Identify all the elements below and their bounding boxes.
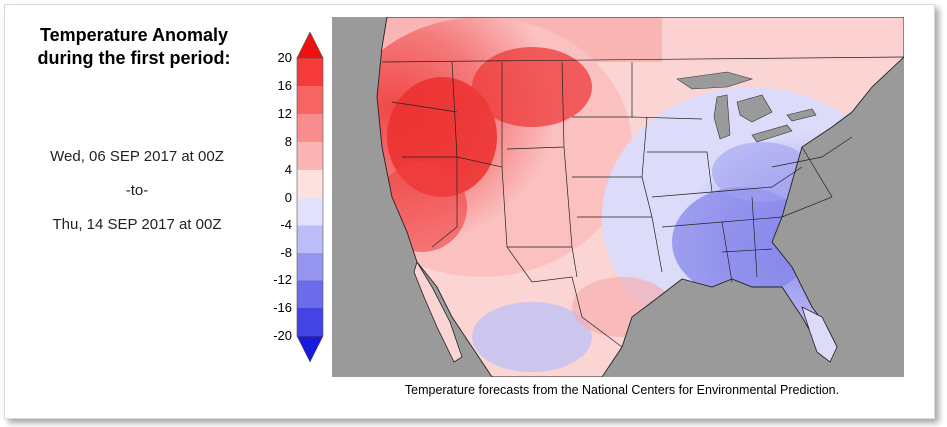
tick-label-neg20: -20 [273, 328, 292, 343]
start-date: Wed, 06 SEP 2017 at 00Z [50, 148, 224, 165]
date-separator: -to- [125, 182, 149, 199]
map-svg [332, 17, 904, 377]
colorbar-bin-neg8-neg4 [297, 225, 323, 253]
period-dates: Wed, 06 SEP 2017 at 00Z -to- Thu, 14 SEP… [14, 140, 260, 242]
colorbar-bin-neg12-neg8 [297, 253, 323, 281]
colorbar-bin-16-20 [297, 58, 323, 86]
title-line-1: Temperature Anomaly [39, 25, 229, 45]
colorbar-bin-neg4-0 [297, 198, 323, 226]
tick-label-12: 12 [277, 106, 292, 121]
florida-peninsula [801, 306, 838, 363]
tick-label-0: 0 [284, 190, 292, 205]
tick-label-neg16: -16 [273, 300, 292, 315]
cool-anomaly-mexico [472, 302, 592, 372]
tick-label-20: 20 [277, 50, 292, 65]
colorbar-bin-neg20-neg16 [297, 308, 323, 336]
tick-label-neg8: -8 [280, 245, 292, 260]
tick-label-neg4: -4 [280, 217, 292, 232]
colorbar-tick-labels: 20 16 12 8 4 0 -4 -8 -12 -16 -20 [262, 0, 292, 427]
source-caption: Temperature forecasts from the National … [404, 383, 840, 397]
colorbar-arrow-cool [297, 336, 323, 362]
tick-label-4: 4 [284, 162, 292, 177]
map-title: Temperature Anomaly during the first per… [14, 24, 254, 70]
colorbar-bin-8-12 [297, 114, 323, 142]
colorbar-bin-4-8 [297, 142, 323, 170]
tick-label-neg12: -12 [273, 272, 292, 287]
coastline [376, 17, 904, 377]
colorbar-arrow-warm [297, 32, 323, 58]
colorbar-bin-neg16-neg12 [297, 280, 323, 308]
anomaly-map [332, 17, 904, 377]
colorbar-bin-0-4 [297, 170, 323, 198]
colorbar [296, 31, 324, 364]
title-line-2: during the first period: [37, 48, 231, 68]
tick-label-16: 16 [277, 78, 292, 93]
state-borders [381, 56, 904, 348]
baja-peninsula [413, 261, 463, 363]
tick-label-8: 8 [284, 134, 292, 149]
colorbar-bin-12-16 [297, 86, 323, 114]
end-date: Thu, 14 SEP 2017 at 00Z [52, 216, 222, 233]
great-lakes [676, 71, 817, 143]
colorbar-svg [296, 31, 324, 363]
